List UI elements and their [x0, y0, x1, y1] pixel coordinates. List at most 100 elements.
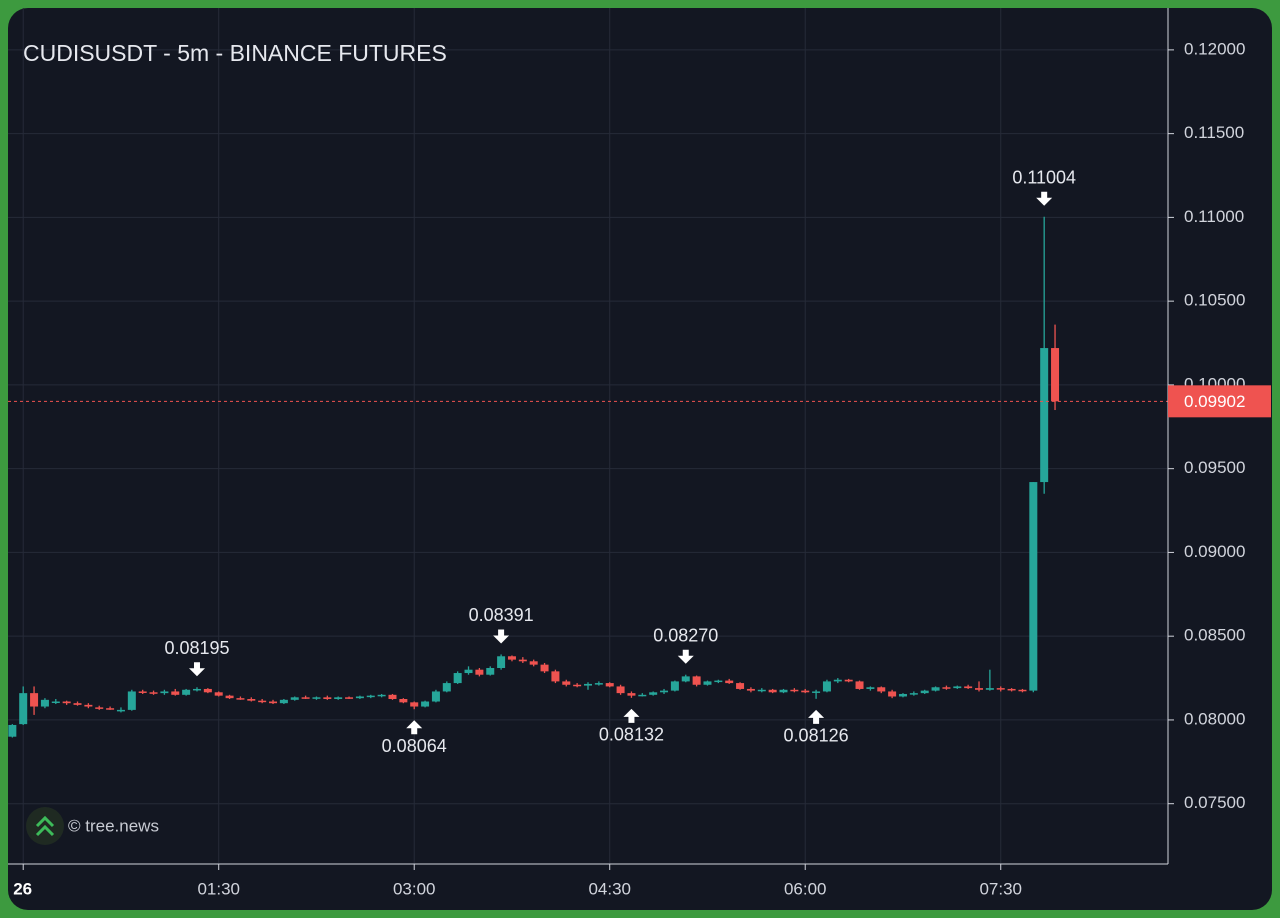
candle-body: [638, 694, 647, 697]
y-tick-label: 0.10500: [1184, 291, 1245, 310]
marks-layer: [8, 216, 1168, 738]
x-tick-label: 01:30: [197, 879, 240, 898]
annotation-arrow: [188, 662, 205, 677]
candle-body: [290, 697, 299, 700]
candle-body: [19, 693, 28, 725]
candle-body: [888, 691, 897, 697]
candle-body: [660, 690, 669, 693]
candle-body: [421, 701, 430, 707]
candle-body: [692, 676, 701, 685]
annotation-label: 0.08132: [599, 725, 664, 745]
chart-title: CUDISUSDT - 5m - BINANCE FUTURES: [23, 40, 447, 66]
candle-body: [822, 681, 831, 692]
candle-body: [269, 701, 278, 704]
last-price-badge: [1168, 385, 1271, 418]
candle-body: [996, 688, 1005, 690]
candle-body: [1018, 689, 1027, 692]
last-price-label: 0.09902: [1184, 392, 1245, 411]
candle-body: [616, 686, 625, 694]
candle-body: [1029, 482, 1038, 691]
x-tick-label: 06:00: [784, 879, 827, 898]
candle-body: [1007, 688, 1016, 691]
candle-body: [388, 694, 397, 699]
candle-body: [855, 681, 864, 689]
candle-body: [779, 689, 788, 693]
y-tick-label: 0.08500: [1184, 626, 1245, 645]
candle-body: [725, 680, 734, 684]
candle-body: [203, 688, 212, 693]
candle-body: [279, 699, 288, 704]
candle-body: [942, 687, 951, 689]
annotation-arrow: [677, 649, 694, 664]
candle-body: [171, 691, 180, 695]
watermark-text: © tree.news: [68, 816, 159, 835]
candle-body: [540, 664, 549, 672]
candle-body: [334, 697, 343, 699]
candle-body: [225, 695, 234, 699]
candle-body: [605, 683, 614, 687]
candle-body: [214, 692, 223, 696]
candle-body: [355, 696, 364, 699]
card: [8, 8, 1272, 910]
y-tick-label: 0.08000: [1184, 709, 1245, 728]
annotation-label: 0.08270: [653, 625, 718, 645]
candle-body: [1051, 348, 1060, 402]
candle-body: [127, 691, 136, 710]
y-tick-label: 0.11000: [1184, 207, 1244, 226]
candle-body: [985, 688, 994, 690]
candle-body: [247, 698, 256, 701]
y-tick-label: 0.09000: [1184, 542, 1245, 561]
candle-body: [192, 688, 201, 691]
annotation-label: 0.08064: [382, 736, 447, 756]
annotation-arrow: [623, 708, 640, 723]
watermark: © tree.news: [26, 807, 159, 845]
candle-body: [584, 683, 592, 686]
annotation-label: 0.08126: [784, 726, 849, 746]
candle-body: [551, 671, 560, 682]
candle-body: [442, 683, 451, 692]
candle-body: [323, 697, 332, 699]
candle-body: [160, 691, 169, 694]
x-tick-label: 07:30: [979, 879, 1022, 898]
x-tick-label: 03:00: [393, 879, 436, 898]
candle-body: [497, 656, 506, 669]
candle-body: [844, 679, 853, 682]
candle-body: [931, 687, 940, 691]
candle-body: [464, 669, 473, 674]
candle-body: [377, 694, 386, 697]
annotation-arrow: [808, 709, 825, 724]
candle-body: [475, 669, 484, 675]
annotation-label: 0.08195: [164, 638, 229, 658]
candle-body: [768, 689, 777, 693]
candle-body: [236, 698, 245, 700]
candle-body: [801, 690, 810, 693]
candle-body: [301, 697, 310, 699]
candle-body: [975, 688, 984, 690]
candle-body: [964, 686, 973, 689]
candle-body: [138, 691, 147, 693]
candle-body: [812, 691, 821, 693]
candle-body: [258, 700, 267, 703]
candle-body: [1040, 348, 1049, 483]
candle-body: [116, 709, 125, 712]
candle-body: [529, 661, 538, 665]
candle-body: [106, 708, 115, 710]
candle-body: [84, 704, 93, 707]
candle-body: [486, 668, 495, 675]
candle-body: [909, 693, 918, 695]
candle-body: [62, 701, 71, 704]
candle-body: [866, 687, 875, 689]
candle-body: [40, 699, 49, 707]
candle-body: [366, 695, 375, 698]
candle-body: [30, 693, 39, 707]
x-tick-label: 26: [13, 879, 32, 898]
y-tick-label: 0.09500: [1184, 458, 1245, 477]
annotation-arrow: [406, 720, 423, 735]
candle-body: [833, 679, 842, 682]
candle-body: [877, 687, 886, 692]
x-tick-label: 04:30: [588, 879, 631, 898]
candle-body: [562, 681, 571, 685]
candle-body: [670, 681, 679, 691]
candle-body: [736, 683, 745, 689]
